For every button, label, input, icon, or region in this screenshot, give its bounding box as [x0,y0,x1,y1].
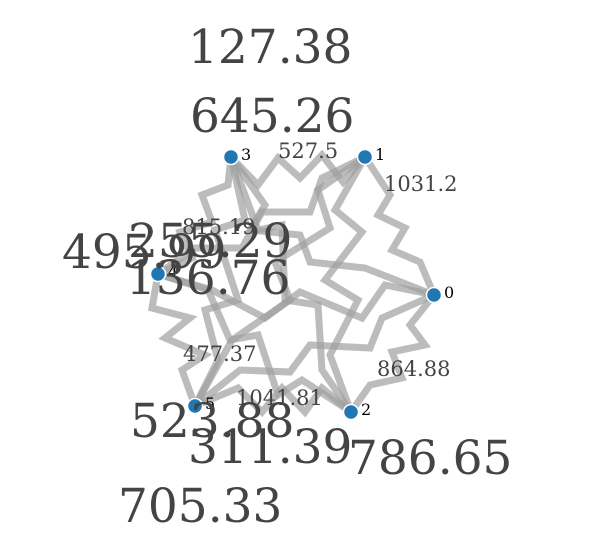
node-label-0: 0 [444,283,454,302]
big-label-136-76: 136.76 [126,251,290,306]
big-label-127-38: 127.38 [188,20,352,75]
edge-3-1 [228,149,368,191]
node-1[interactable] [356,148,374,166]
node-label-5: 5 [205,394,215,413]
edge-label-3-1: 527.5 [278,139,338,163]
node-label-2: 2 [361,400,371,419]
edge-1-2 [319,155,369,414]
edge-label-4-3: 815.19 [182,215,255,239]
edge-label-5-4: 477.37 [183,342,256,366]
edge-label-1-0: 1031.2 [384,172,457,196]
edge-4-3 [156,156,235,278]
edge-2-5 [193,382,354,418]
node-labels: 0 1 2 3 4 5 [168,145,454,419]
edge-label-0-2: 864.88 [377,357,450,381]
edge-0-5 [192,291,436,409]
node-label-1: 1 [375,145,385,164]
big-label-311-39: 311.39 [188,420,352,475]
nodes [149,148,443,421]
edge-5-4 [147,273,213,408]
node-3[interactable] [222,148,240,166]
edge-3-0 [228,154,436,299]
node-2[interactable] [342,403,360,421]
edge-1-4 [155,153,367,277]
node-0[interactable] [425,286,443,304]
big-label-495-99: 495.99 [62,225,226,280]
node-label-4: 4 [168,262,178,281]
node-5[interactable] [186,397,204,415]
edges [147,149,438,418]
node-4[interactable] [149,265,167,283]
big-label-645-26: 645.26 [190,89,354,144]
edge-1-0 [362,155,438,297]
node-label-3: 3 [241,145,251,164]
edge-2-4 [156,270,353,415]
big-label-255-29: 255.29 [128,214,292,269]
edge-0-4 [157,270,435,323]
big-label-523-88: 523.88 [130,394,294,449]
big-label-705-33: 705.33 [118,479,282,534]
edge-0-2 [348,292,437,415]
big-label-786-65: 786.65 [348,431,512,486]
large-value-labels: 127.38 645.26 255.29 495.99 136.76 523.8… [62,20,512,534]
edge-label-2-5: 1041.81 [236,386,323,410]
edge-weight-labels: 527.5 1031.2 815.19 477.37 864.88 1041.8… [182,139,457,410]
